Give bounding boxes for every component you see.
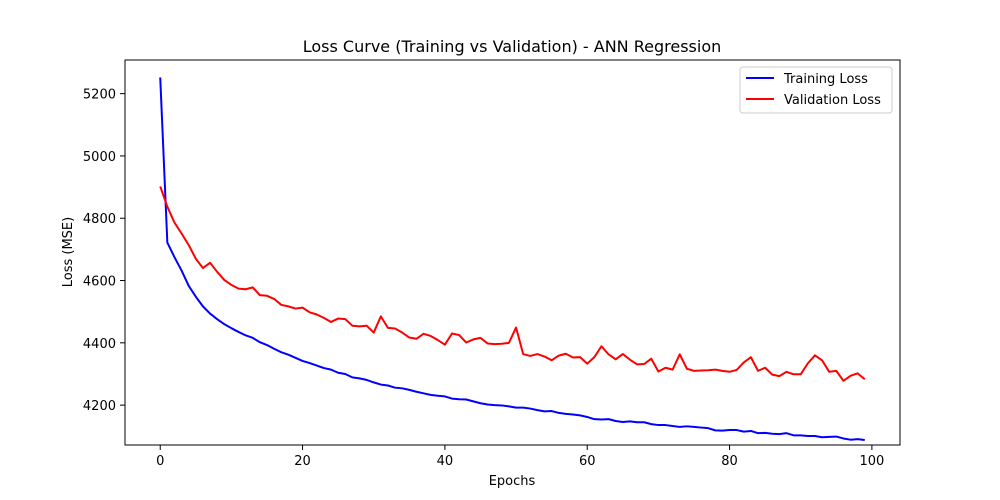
x-tick-label: 20 [294,454,311,469]
y-axis: 4200 4400 4600 4800 5000 5200 [83,88,125,414]
y-tick-label: 4200 [83,399,116,414]
x-axis-label: Epochs [489,474,536,489]
y-tick-label: 5000 [83,150,116,165]
y-tick-label: 5200 [83,88,116,103]
x-tick-label: 40 [437,454,454,469]
y-tick-label: 4400 [83,337,116,352]
series-line-training-loss [159,77,865,442]
legend: Training Loss Validation Loss [739,66,893,114]
legend-frame [739,66,893,114]
x-axis: 0 20 40 60 80 100 [156,445,884,469]
y-tick-label: 4600 [83,275,116,290]
series-line-validation-loss [159,186,866,382]
y-axis-label: Loss (MSE) [61,217,76,287]
axes-frame [124,59,901,446]
legend-label-validation-loss: Validation Loss [784,93,881,108]
x-tick-label: 60 [579,454,596,469]
x-tick-label: 0 [156,454,164,469]
x-tick-label: 100 [859,454,884,469]
x-tick-label: 80 [721,454,738,469]
legend-label-training-loss: Training Loss [783,72,868,87]
y-tick-label: 4800 [83,212,116,227]
plot-area [159,77,866,442]
chart-title: Loss Curve (Training vs Validation) - AN… [303,37,722,56]
